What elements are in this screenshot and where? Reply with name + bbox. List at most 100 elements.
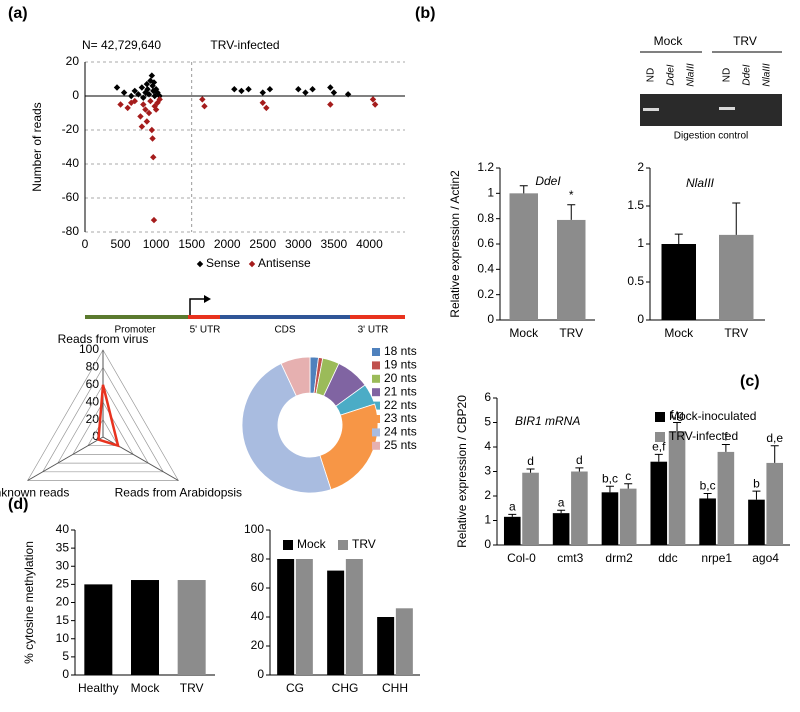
error-bar	[605, 485, 614, 493]
y-tick-label: 100	[244, 522, 264, 536]
point	[120, 89, 128, 96]
x-tick-label: nrpe1	[701, 551, 732, 565]
x-tick-label: drm2	[605, 551, 633, 565]
gene-label: 3' UTR	[358, 325, 389, 336]
point	[138, 123, 146, 130]
x-tick-label: ddc	[658, 551, 677, 565]
point	[135, 91, 142, 98]
x-tick-label: Mock	[509, 326, 539, 340]
point	[309, 86, 316, 93]
y-tick-label: 6	[484, 390, 491, 404]
gel-caption: Digestion control	[674, 131, 748, 142]
panel-label: (b)	[415, 5, 435, 22]
bar	[345, 559, 363, 675]
bar	[84, 584, 113, 675]
legend-swatch	[655, 432, 665, 442]
y-tick-label: 35	[56, 540, 70, 554]
gene-label: 5' UTR	[190, 325, 221, 336]
legend-swatch	[372, 374, 380, 383]
point	[117, 101, 124, 108]
x-tick-label: 2500	[249, 237, 276, 251]
y-tick-label: 30	[56, 558, 70, 572]
point	[330, 89, 338, 96]
point	[344, 91, 352, 98]
point	[327, 84, 334, 91]
x-tick-label: CG	[286, 681, 304, 695]
x-tick-label: 2000	[214, 237, 241, 251]
radar-tick-label: 40	[86, 394, 100, 408]
point	[259, 89, 266, 96]
lane-label: ND	[722, 68, 733, 82]
tss-arrowhead	[204, 295, 211, 303]
significance-letter: c	[625, 469, 631, 483]
x-tick-label: 1500	[178, 237, 205, 251]
radar-grid	[27, 349, 179, 481]
error-bar	[526, 468, 535, 473]
y-axis-label: Number of reads	[30, 102, 44, 191]
point	[140, 94, 147, 101]
significance-letter: a	[558, 495, 565, 509]
significance-letter: f,g	[670, 408, 683, 422]
legend-swatch	[372, 401, 380, 410]
error-bar	[557, 509, 566, 514]
legend-label: 18 nts	[384, 344, 417, 358]
point	[140, 101, 147, 108]
point	[238, 87, 245, 95]
error-bar	[732, 202, 741, 235]
x-tick-label: TRV	[180, 681, 204, 695]
bar	[177, 580, 206, 675]
x-tick-label: 3500	[321, 237, 348, 251]
legend-label: Antisense	[258, 256, 311, 270]
legend-label: 21 nts	[384, 384, 417, 398]
error-bar	[624, 483, 633, 489]
y-tick-label: -80	[62, 224, 80, 238]
lane-label: DdeI	[742, 64, 753, 85]
legend-swatch	[283, 540, 293, 550]
y-tick-label: 20	[66, 54, 80, 68]
significance-letter: b,c	[700, 479, 716, 493]
radar-tick-label: 100	[79, 342, 99, 356]
y-tick-label: 5	[62, 649, 69, 663]
y-tick-label: 1	[487, 186, 494, 200]
legend-marker	[196, 260, 204, 268]
y-tick-label: 1.2	[477, 160, 494, 174]
bar	[395, 608, 413, 675]
significance-letter: d	[576, 453, 583, 467]
lane-label: DdeI	[666, 64, 677, 85]
point	[266, 86, 274, 93]
error-bar	[654, 453, 663, 462]
point	[156, 92, 163, 100]
point	[371, 101, 379, 108]
y-tick-label: 15	[56, 613, 70, 627]
bar	[552, 513, 570, 545]
point	[128, 92, 135, 100]
bar	[668, 431, 686, 545]
donut-slice	[319, 403, 379, 491]
radar-grid	[42, 366, 164, 473]
point	[259, 99, 266, 106]
y-tick-label: 0	[62, 667, 69, 681]
point	[113, 84, 121, 91]
y-tick-label: 0.8	[477, 211, 494, 225]
gel-image	[640, 94, 782, 126]
error-bar	[703, 493, 712, 499]
y-axis-label: Relative expression / CBP20	[455, 395, 469, 548]
y-tick-label: 10	[56, 631, 70, 645]
y-axis-label: % cytosine methylation	[22, 541, 36, 664]
y-tick-label: 0	[487, 312, 494, 326]
legend-label: TRV	[352, 537, 376, 551]
point	[150, 216, 158, 224]
y-tick-label: 60	[251, 580, 265, 594]
panel-label: (a)	[8, 5, 28, 22]
x-tick-label: Mock	[131, 681, 161, 695]
point	[263, 104, 270, 112]
y-tick-label: 0.4	[477, 262, 494, 276]
error-bar	[575, 467, 584, 472]
bar	[131, 580, 159, 675]
y-tick-label: 1	[637, 236, 644, 250]
point	[201, 103, 208, 110]
legend-label: 20 nts	[384, 371, 417, 385]
legend-label: TRV-infected	[669, 429, 738, 443]
radar-axis-label: Reads from Arabidopsis	[115, 486, 242, 500]
